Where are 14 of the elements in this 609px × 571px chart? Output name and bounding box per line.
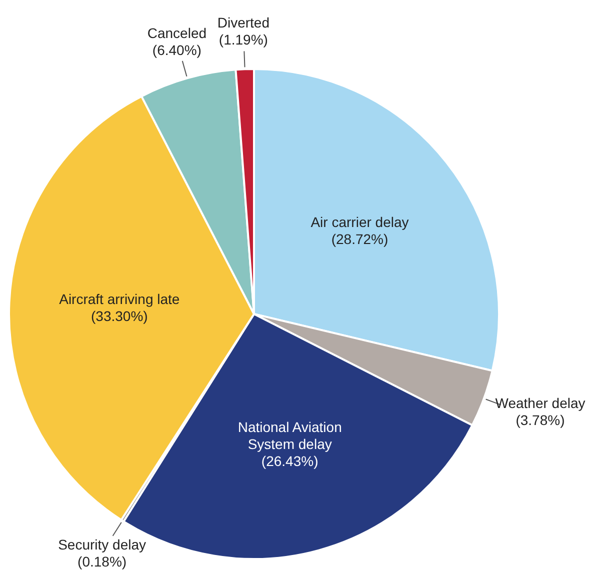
slice-label: Canceled	[147, 25, 207, 42]
slice-label: Weather delay	[495, 395, 586, 412]
data-label: (33.30%)	[90, 308, 148, 324]
slice-label: National Aviation System delay	[238, 418, 342, 452]
data-label: (28.72%)	[331, 230, 388, 247]
data-label: (3.78%)	[516, 412, 565, 428]
data-label: (26.43%)	[261, 452, 318, 469]
slice-label: Aircraft arriving late	[59, 291, 180, 308]
slice-label: Diverted	[217, 14, 270, 31]
slice-label: Security delay	[58, 536, 146, 552]
data-label: (6.40%)	[152, 42, 202, 58]
data-label: (1.19%)	[218, 32, 268, 48]
data-label: (0.18%)	[78, 553, 127, 570]
slice-label: Air carrier delay	[310, 214, 409, 230]
